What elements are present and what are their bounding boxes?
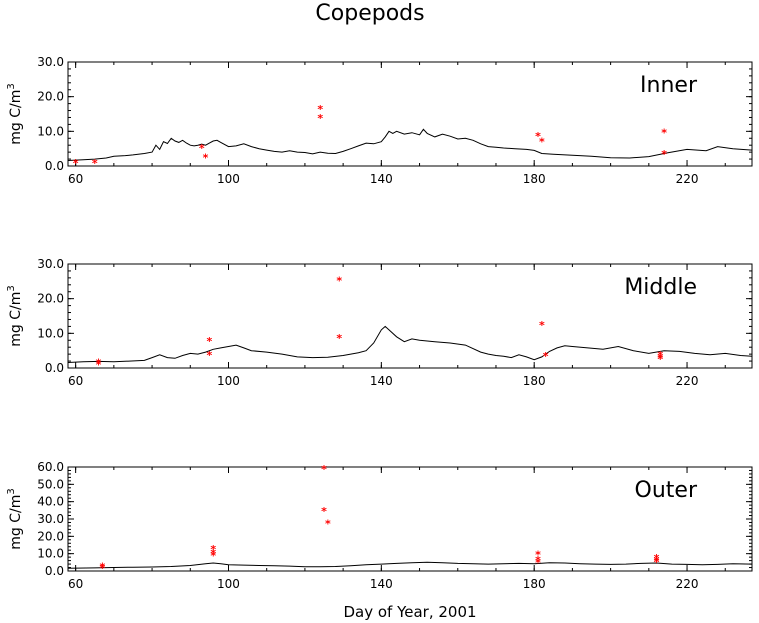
observation-point: *	[661, 148, 667, 161]
y-tick-label: 30.0	[37, 55, 64, 69]
observation-point: *	[654, 554, 660, 567]
observation-point: *	[100, 560, 106, 573]
observation-point: *	[317, 103, 323, 116]
x-tick-label: 220	[676, 172, 699, 186]
observation-point: *	[657, 353, 663, 366]
observation-point: *	[207, 349, 213, 362]
panel-label: Middle	[624, 275, 697, 300]
x-tick-label: 220	[676, 374, 699, 388]
observation-point: *	[654, 556, 660, 569]
observation-point: *	[203, 152, 209, 165]
observation-point: *	[325, 518, 331, 531]
observation-point: *	[543, 350, 549, 363]
y-tick-label: 40.0	[37, 495, 64, 509]
x-tick-label: 140	[370, 374, 393, 388]
plot-frame	[67, 61, 753, 167]
y-axis-label: mg C/m3	[6, 285, 24, 346]
x-tick-label: 60	[68, 374, 83, 388]
observation-point: *	[654, 552, 660, 565]
observation-point: *	[210, 549, 216, 562]
chart-title: Copepods	[315, 1, 424, 26]
y-tick-label: 0.0	[45, 361, 64, 375]
y-axis-label-text: mg C/m	[8, 90, 24, 145]
y-axis-label-text: mg C/m	[8, 495, 24, 550]
y-axis-label-superscript: 3	[6, 285, 17, 291]
y-tick-label: 60.0	[37, 460, 64, 474]
observation-point: *	[96, 359, 102, 372]
observation-point: *	[539, 319, 545, 332]
observation-point: *	[657, 349, 663, 362]
panel-label: Outer	[635, 478, 698, 503]
x-tick-label: 140	[370, 577, 393, 591]
y-axis-label-superscript: 3	[6, 488, 17, 494]
y-tick-label: 20.0	[37, 529, 64, 543]
observation-point: *	[321, 463, 327, 476]
y-axis-label-text: mg C/m	[8, 292, 24, 347]
x-tick-label: 180	[523, 374, 546, 388]
x-tick-label: 60	[68, 577, 83, 591]
observation-point: *	[96, 356, 102, 369]
y-tick-label: 10.0	[37, 124, 64, 138]
x-tick-label: 140	[370, 172, 393, 186]
x-tick-label: 180	[523, 577, 546, 591]
y-tick-label: 10.0	[37, 547, 64, 561]
observation-point: *	[661, 127, 667, 140]
observation-point: *	[657, 352, 663, 365]
y-axis-label-superscript: 3	[6, 83, 17, 89]
observation-point: *	[535, 557, 541, 570]
x-tick-label: 220	[676, 577, 699, 591]
observation-point: *	[210, 547, 216, 560]
y-tick-label: 50.0	[37, 477, 64, 491]
observation-point: *	[210, 543, 216, 556]
panel-outer: 0.0 10.0 20.0 30.0 40.0 50.0 60.0 60 100 140 180 22…	[6, 460, 753, 591]
observation-point: *	[207, 335, 213, 348]
y-tick-label: 0.0	[45, 159, 64, 173]
observation-point: *	[535, 549, 541, 562]
observation-point: *	[317, 112, 323, 125]
observation-point: *	[336, 332, 342, 345]
observation-point: *	[92, 157, 98, 170]
plot-frame	[67, 263, 753, 369]
observation-point: *	[100, 562, 106, 575]
y-tick-label: 20.0	[37, 292, 64, 306]
observation-point: *	[199, 142, 205, 155]
y-tick-label: 10.0	[37, 326, 64, 340]
observation-point: *	[535, 554, 541, 567]
y-axis-label: mg C/m3	[6, 488, 24, 549]
model-line	[67, 128, 753, 161]
x-tick-label: 60	[68, 172, 83, 186]
panel-inner: 0.0 10.0 20.0 30.0 60 100 140 180 220 mg C/m3 Inne…	[6, 55, 753, 186]
observation-point: *	[539, 136, 545, 149]
x-tick-label: 100	[217, 172, 240, 186]
x-axis-label: Day of Year, 2001	[343, 603, 476, 621]
x-tick-label: 180	[523, 172, 546, 186]
y-axis-label: mg C/m3	[6, 83, 24, 144]
y-tick-label: 20.0	[37, 90, 64, 104]
y-tick-label: 0.0	[45, 564, 64, 578]
model-line	[67, 561, 753, 569]
y-tick-label: 30.0	[37, 257, 64, 271]
observation-point: *	[336, 275, 342, 288]
x-tick-label: 100	[217, 577, 240, 591]
panel-label: Inner	[640, 73, 698, 98]
observation-point: *	[535, 130, 541, 143]
observation-point: *	[73, 157, 79, 170]
x-tick-label: 100	[217, 374, 240, 388]
y-tick-label: 30.0	[37, 512, 64, 526]
model-line	[67, 325, 753, 363]
panel-middle: 0.0 10.0 20.0 30.0 60 100 140 180 220 mg C/m3 Midd…	[6, 257, 753, 388]
observation-point: *	[321, 505, 327, 518]
